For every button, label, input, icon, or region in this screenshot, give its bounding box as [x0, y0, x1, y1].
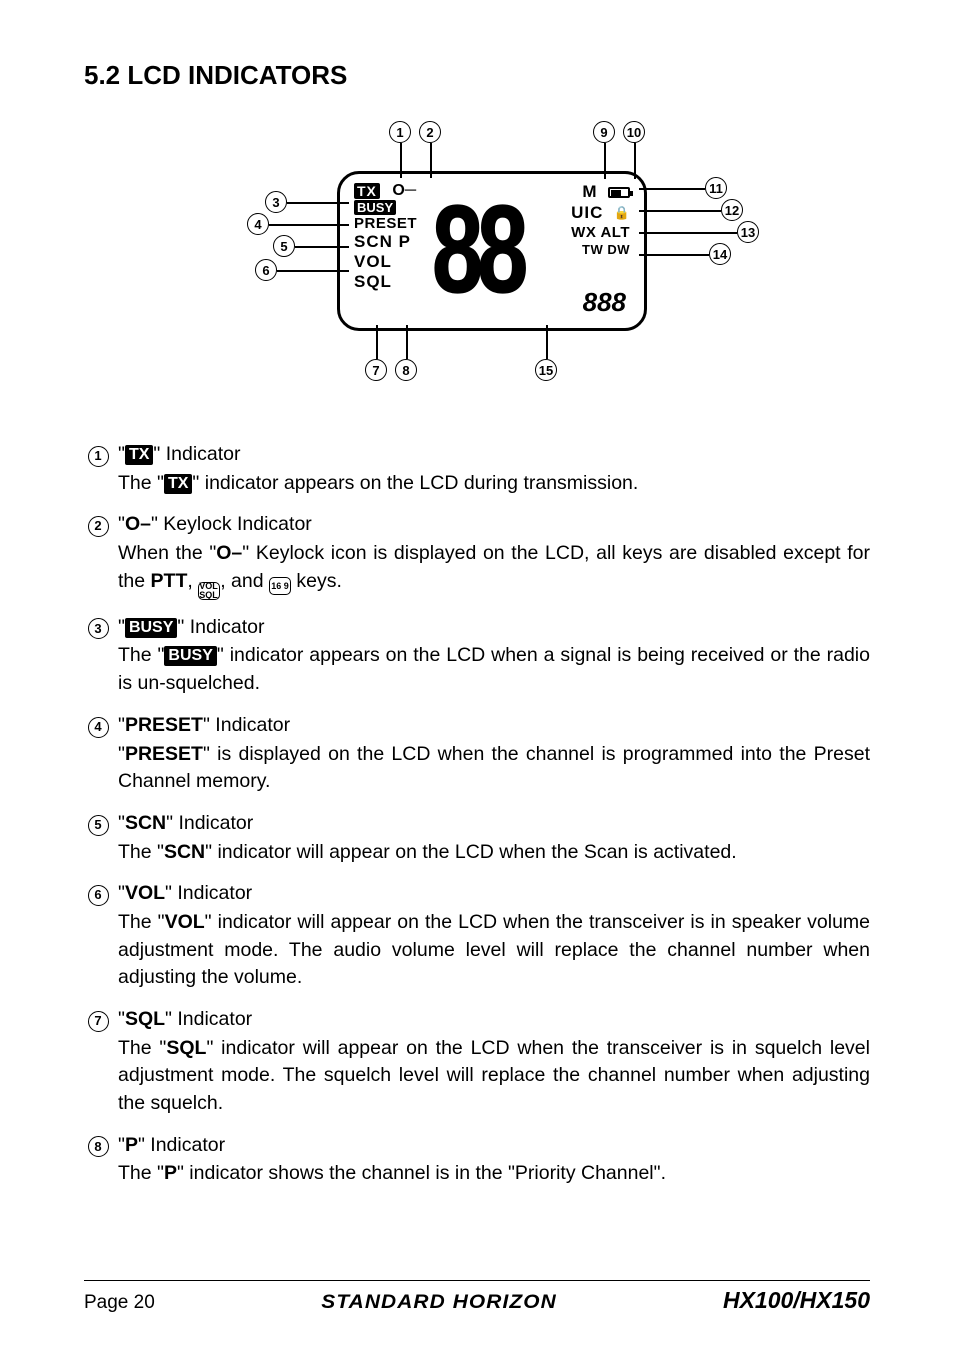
section-title: 5.2 LCD INDICATORS	[84, 60, 870, 91]
lock-icon: 🔒	[614, 205, 630, 221]
indicator-list: 1"TX" IndicatorThe "TX" indicator appear…	[84, 441, 870, 1188]
lcd-big-digits: 88	[432, 180, 522, 322]
lcd-diagram: 1 2 9 10 3 4 5 6 11 12 13 14 7 8 15 88	[84, 121, 870, 401]
callout-3: 3	[265, 191, 287, 213]
lcd-small-digits: 888	[583, 287, 626, 318]
callout-14: 14	[709, 243, 731, 265]
lcd-keylock: O─	[392, 182, 416, 200]
indicator-entry: 3"BUSY" IndicatorThe "BUSY" indicator ap…	[84, 614, 870, 698]
callout-1: 1	[389, 121, 411, 143]
callout-7: 7	[365, 359, 387, 381]
callout-15: 15	[535, 359, 557, 381]
lcd-vol: VOL	[354, 252, 392, 272]
lcd-scn: SCN P	[354, 232, 411, 252]
callout-2: 2	[419, 121, 441, 143]
indicator-entry: 7"SQL" IndicatorThe "SQL" indicator will…	[84, 1006, 870, 1118]
brand-name: STANDARD HORIZON	[321, 1292, 557, 1314]
lcd-uic: UIC	[571, 203, 603, 223]
indicator-entry: 4"PRESET" Indicator"PRESET" is displayed…	[84, 712, 870, 796]
indicator-entry: 6"VOL" IndicatorThe "VOL" indicator will…	[84, 880, 870, 992]
model-name: HX100/HX150	[723, 1287, 870, 1314]
indicator-entry: 8"P" IndicatorThe "P" indicator shows th…	[84, 1132, 870, 1188]
page-footer: Page 20 STANDARD HORIZON HX100/HX150	[84, 1280, 870, 1314]
callout-12: 12	[721, 199, 743, 221]
lcd-wxalt: WX ALT	[571, 224, 630, 241]
indicator-entry: 5"SCN" IndicatorThe "SCN" indicator will…	[84, 810, 870, 866]
callout-8: 8	[395, 359, 417, 381]
callout-10: 10	[623, 121, 645, 143]
indicator-entry: 1"TX" IndicatorThe "TX" indicator appear…	[84, 441, 870, 497]
indicator-entry: 2"O–" Keylock IndicatorWhen the "O–" Key…	[84, 511, 870, 599]
battery-icon	[608, 187, 630, 198]
callout-4: 4	[247, 213, 269, 235]
callout-9: 9	[593, 121, 615, 143]
callout-11: 11	[705, 177, 727, 199]
lcd-preset: PRESET	[354, 215, 417, 232]
lcd-sql: SQL	[354, 272, 392, 292]
callout-6: 6	[255, 259, 277, 281]
callout-13: 13	[737, 221, 759, 243]
callout-5: 5	[273, 235, 295, 257]
page-number: Page 20	[84, 1292, 155, 1314]
lcd-twdw: TW DW	[582, 242, 630, 257]
lcd-busy: BUSY	[354, 200, 396, 215]
lcd-tx: TX	[354, 183, 380, 199]
lcd-m: M	[582, 182, 597, 202]
